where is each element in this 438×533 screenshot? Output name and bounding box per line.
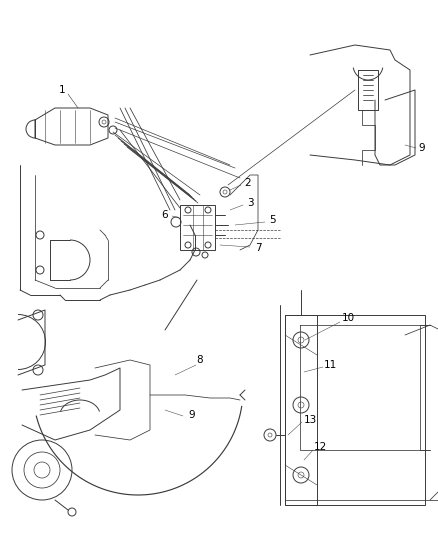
Text: 9: 9 bbox=[419, 143, 425, 153]
Text: 13: 13 bbox=[304, 415, 317, 425]
Text: 11: 11 bbox=[323, 360, 337, 370]
Text: 9: 9 bbox=[189, 410, 195, 420]
Text: 10: 10 bbox=[342, 313, 355, 323]
Text: 5: 5 bbox=[268, 215, 276, 225]
Bar bbox=[180, 205, 215, 250]
Text: 2: 2 bbox=[245, 178, 251, 188]
Text: 3: 3 bbox=[247, 198, 253, 208]
Text: 6: 6 bbox=[162, 210, 168, 220]
Text: 1: 1 bbox=[59, 85, 65, 95]
Text: 8: 8 bbox=[197, 355, 203, 365]
Text: 12: 12 bbox=[313, 442, 327, 452]
Text: 7: 7 bbox=[254, 243, 261, 253]
